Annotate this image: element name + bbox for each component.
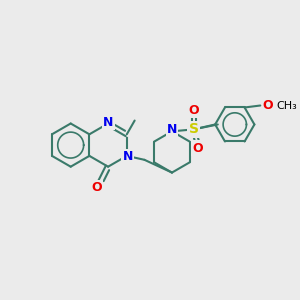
Text: CH₃: CH₃ (276, 100, 297, 110)
Text: N: N (123, 150, 133, 164)
Text: S: S (188, 122, 199, 136)
Text: O: O (192, 142, 203, 154)
Text: O: O (188, 104, 199, 117)
Text: O: O (263, 99, 274, 112)
Text: N: N (167, 123, 177, 136)
Text: O: O (91, 181, 102, 194)
Text: N: N (103, 116, 113, 129)
